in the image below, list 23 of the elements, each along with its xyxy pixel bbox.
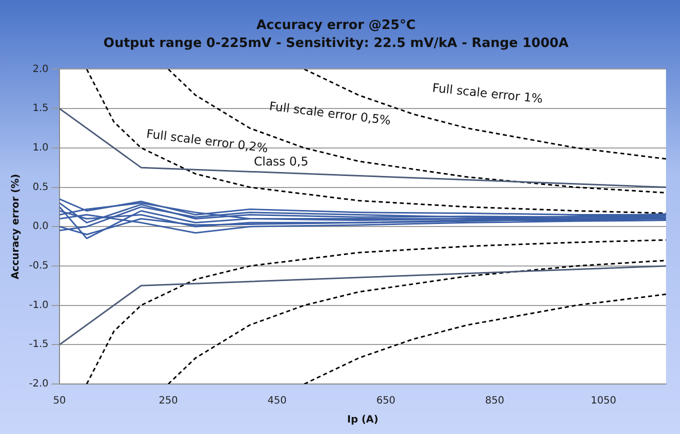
x-tick-label: 250 [158, 396, 178, 407]
y-tick-label: 1.5 [32, 103, 49, 114]
y-tick-label: 1.0 [32, 142, 49, 154]
chart-subtitle: Output range 0-225mV - Sensitivity: 22.5 mV/kA - Range 1000A [103, 36, 569, 51]
y-tick-label: -2.0 [28, 378, 49, 390]
series-label: Class 0,5 [254, 154, 308, 169]
x-axis-title: Ip (A) [347, 414, 378, 426]
y-tick-label: 0.0 [32, 221, 49, 232]
text: Full scale error 0,2% [146, 126, 269, 156]
y-axis-title: Accuracy error (%) [10, 174, 22, 280]
y-tick-label: -1.5 [28, 339, 49, 350]
x-tick-label: 850 [485, 396, 504, 407]
text: Full scale error 1% [432, 80, 544, 106]
y-tick-label: -1.0 [28, 300, 49, 311]
x-tick-label: 650 [376, 396, 396, 407]
x-tick-label: 450 [268, 396, 287, 407]
y-tick-label: 0.5 [32, 182, 49, 193]
x-tick-label: 50 [53, 396, 66, 407]
y-tick-label: -0.5 [28, 260, 49, 272]
chart-title: Accuracy error @25°C [256, 18, 416, 34]
text: Full scale error 0,5% [268, 99, 392, 128]
x-tick-label: 1050 [590, 396, 616, 407]
y-tick-label: 2.0 [32, 64, 49, 75]
